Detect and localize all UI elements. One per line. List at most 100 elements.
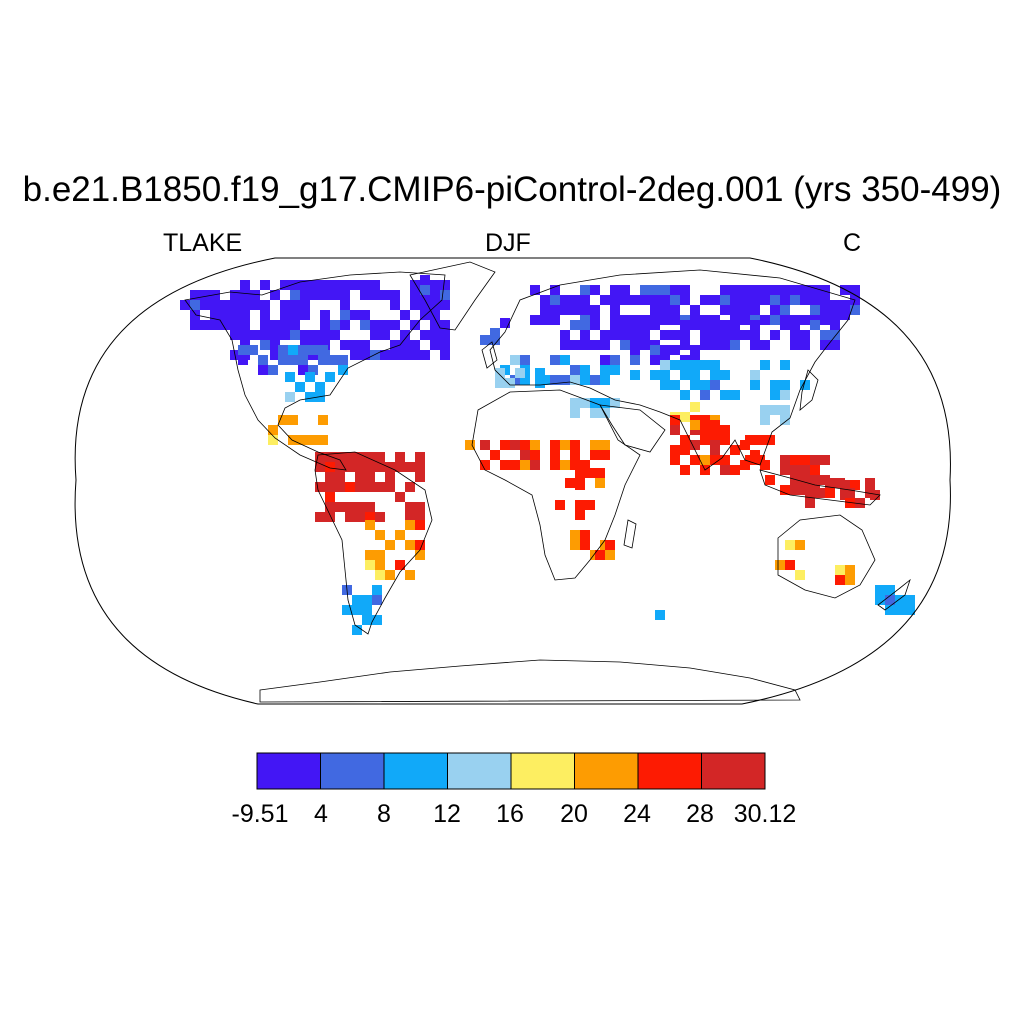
lake-cell	[300, 310, 310, 320]
coastline-north-america	[184, 271, 446, 471]
lake-cell	[680, 412, 690, 422]
coastline-south-america	[314, 451, 433, 635]
lake-cell	[520, 375, 530, 385]
lake-cell	[385, 570, 395, 580]
lake-cell	[800, 380, 810, 390]
lake-cell	[390, 350, 400, 360]
lake-cell	[875, 595, 885, 605]
lake-cell	[430, 320, 440, 330]
lake-cell	[375, 570, 385, 580]
lake-cell	[580, 540, 590, 550]
lake-cell	[340, 310, 350, 320]
lake-cell	[710, 370, 720, 380]
lake-cell	[520, 450, 530, 460]
lake-cell	[730, 320, 740, 330]
lake-cell	[260, 300, 270, 310]
coastline-eurasia	[489, 269, 856, 471]
lake-cell	[780, 360, 790, 370]
lake-cell	[575, 510, 585, 520]
lake-cell	[630, 370, 640, 380]
lake-cell	[335, 462, 345, 472]
lake-cell	[780, 285, 790, 295]
lake-cell	[670, 445, 680, 455]
lake-cell	[700, 455, 710, 465]
lake-cell	[520, 460, 530, 470]
lake-cell	[362, 615, 372, 625]
lake-cell	[268, 365, 278, 375]
lake-cell	[855, 498, 865, 508]
lake-cell	[800, 295, 810, 305]
lake-cell	[355, 452, 365, 462]
lake-cell	[810, 305, 820, 315]
lake-cell	[660, 360, 670, 370]
lake-cell	[248, 345, 258, 355]
lake-cell	[720, 425, 730, 435]
lake-cell	[640, 320, 650, 330]
lake-cell	[530, 460, 540, 470]
lake-cell	[325, 372, 335, 382]
lake-cell	[775, 560, 785, 570]
lake-cell	[270, 320, 280, 330]
lake-cell	[830, 320, 840, 330]
lake-cell	[365, 482, 375, 492]
lake-cell	[270, 330, 280, 340]
lake-cell	[750, 330, 760, 340]
lake-cell	[760, 415, 770, 425]
lake-cell	[710, 320, 720, 330]
lake-cell	[325, 492, 335, 502]
lake-cell	[600, 450, 610, 460]
lake-cell	[395, 530, 405, 540]
coastline-indonesia	[759, 469, 881, 506]
lake-cell	[720, 455, 730, 465]
lake-cell	[350, 350, 360, 360]
lake-cell	[560, 460, 570, 470]
lake-cell	[365, 452, 375, 462]
lake-cell	[770, 380, 780, 390]
lake-cell	[740, 330, 750, 340]
lake-cell	[395, 452, 405, 462]
lake-cell	[540, 315, 550, 325]
lake-cell	[570, 450, 580, 460]
lake-cell	[190, 300, 200, 310]
lake-cell	[352, 625, 362, 635]
lake-cell	[430, 300, 440, 310]
lake-cell	[360, 350, 370, 360]
lake-cell	[258, 365, 268, 375]
lake-cell	[515, 368, 525, 378]
lake-cell	[570, 295, 580, 305]
lake-cell	[300, 280, 310, 290]
lake-cell	[372, 585, 382, 595]
lake-cell	[700, 360, 710, 370]
lake-cell	[600, 375, 610, 385]
lake-cell	[680, 370, 690, 380]
lake-cell	[760, 360, 770, 370]
lake-cell	[330, 290, 340, 300]
lake-cell	[670, 295, 680, 305]
lake-cell	[580, 365, 590, 375]
lake-cell	[600, 295, 610, 305]
lake-cell	[440, 350, 450, 360]
lake-cell	[765, 435, 775, 445]
lake-cell	[250, 330, 260, 340]
lake-cell	[560, 340, 570, 350]
lake-cell	[780, 485, 790, 495]
lake-cell	[560, 375, 570, 385]
lake-cell	[372, 595, 382, 605]
lake-cell	[405, 540, 415, 550]
lake-cell	[780, 295, 790, 305]
lake-cell	[790, 485, 800, 495]
lake-cell	[405, 520, 415, 530]
lake-cell	[820, 330, 830, 340]
lake-cell	[795, 540, 805, 550]
lake-cell	[300, 290, 310, 300]
lake-cell	[370, 350, 380, 360]
lake-cell	[800, 455, 810, 465]
lake-cell	[410, 290, 420, 300]
lake-cell	[810, 465, 820, 475]
lake-cell	[580, 305, 590, 315]
lake-cell	[260, 340, 270, 350]
lake-cell	[372, 615, 382, 625]
lake-cell	[220, 300, 230, 310]
lake-cell	[770, 330, 780, 340]
coastline-uk	[481, 341, 498, 369]
